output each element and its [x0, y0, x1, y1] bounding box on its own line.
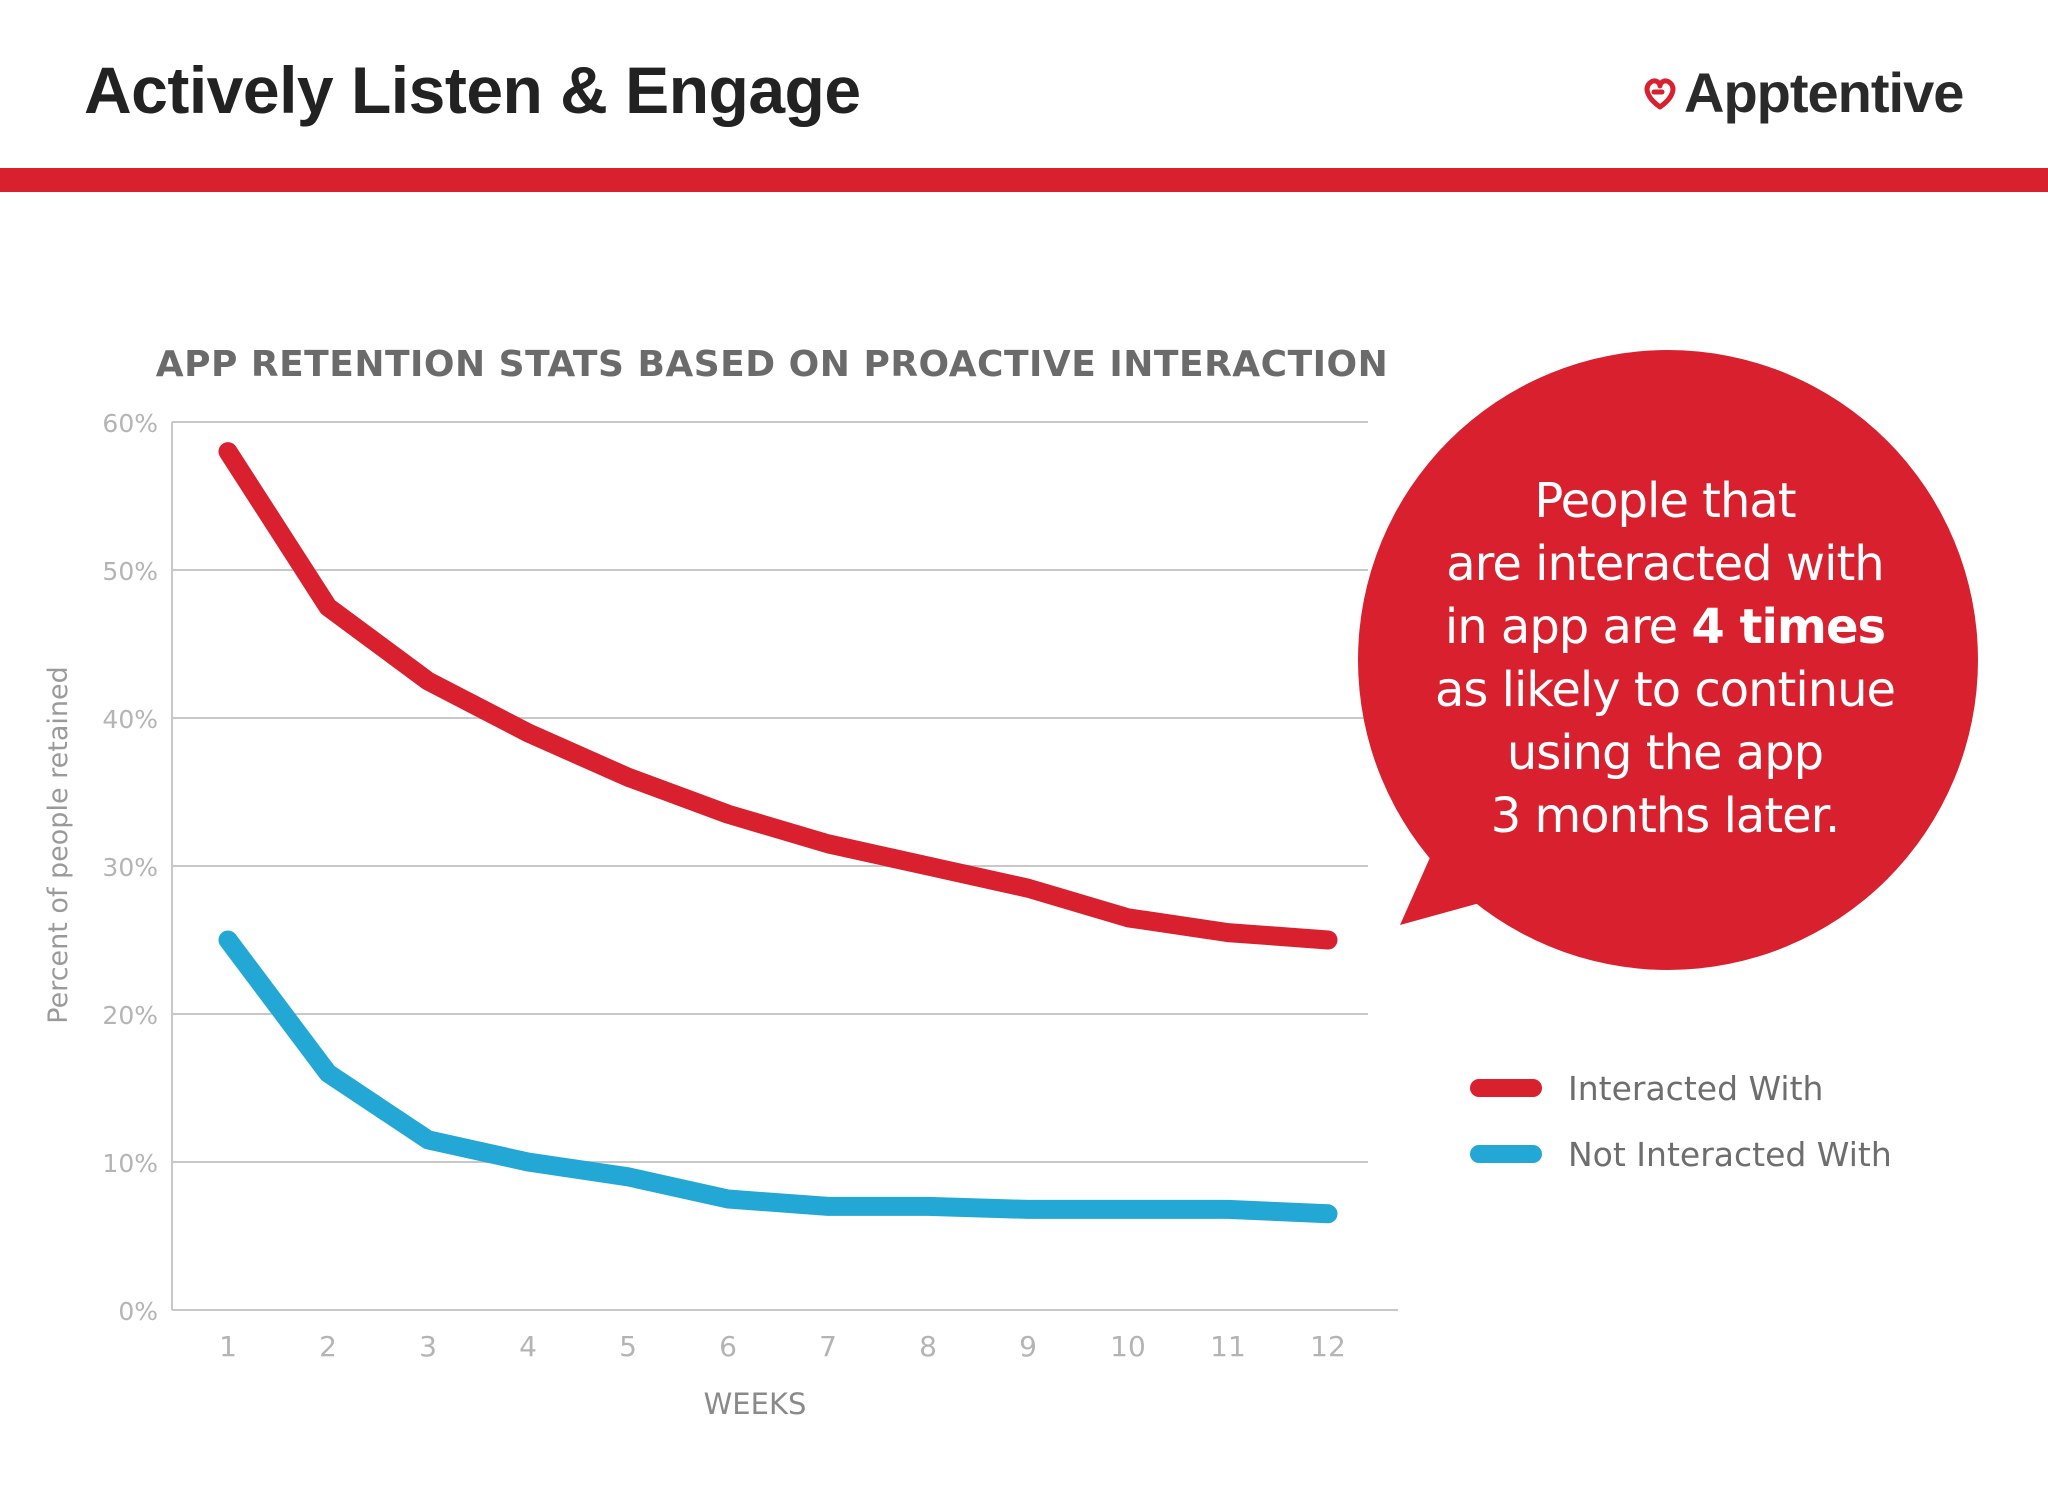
- y-tick-label: 10%: [102, 1149, 158, 1178]
- x-axis-label: WEEKS: [704, 1387, 807, 1421]
- callout-emphasis: 4 times: [1691, 599, 1886, 655]
- x-tick-label: 12: [1310, 1330, 1346, 1363]
- callout-pointer: [1400, 835, 1545, 925]
- callout-line: as likely to continue: [1434, 662, 1896, 718]
- x-tick-label: 11: [1210, 1330, 1246, 1363]
- y-tick-label: 50%: [102, 557, 158, 586]
- y-tick-label: 60%: [102, 409, 158, 438]
- callout-line: using the app: [1506, 725, 1824, 781]
- apptentive-logo: Apptentive: [1640, 60, 1964, 125]
- legend-swatch-not-interacted: [1470, 1145, 1542, 1163]
- chart-legend: Interacted With Not Interacted With: [1470, 1055, 1892, 1187]
- legend-item-interacted: Interacted With: [1470, 1055, 1892, 1121]
- chart-title: APP RETENTION STATS BASED ON PROACTIVE I…: [156, 344, 1389, 385]
- callout-line: People that: [1534, 473, 1796, 529]
- x-tick-label: 7: [819, 1330, 837, 1363]
- callout-line-prefix: in app are: [1444, 599, 1692, 655]
- x-tick-label: 9: [1019, 1330, 1037, 1363]
- x-tick-label: 1: [219, 1330, 237, 1363]
- callout-line: are interacted with: [1446, 536, 1884, 592]
- x-tick-label: 4: [519, 1330, 537, 1363]
- header-rule: [0, 168, 2048, 192]
- x-tick-label: 10: [1110, 1330, 1146, 1363]
- y-tick-label: 40%: [102, 705, 158, 734]
- x-tick-label: 2: [319, 1330, 337, 1363]
- legend-item-not-interacted: Not Interacted With: [1470, 1121, 1892, 1187]
- brand-name: Apptentive: [1684, 61, 1964, 124]
- apptentive-heart-icon: [1644, 77, 1676, 109]
- callout-text: People that are interacted with in app a…: [1405, 470, 1925, 848]
- legend-swatch-interacted: [1470, 1079, 1542, 1097]
- callout-bubble: [1358, 350, 1978, 970]
- x-tick-label: 6: [719, 1330, 737, 1363]
- x-tick-label: 8: [919, 1330, 937, 1363]
- x-tick-label: 3: [419, 1330, 437, 1363]
- callout-line: 3 months later.: [1490, 788, 1841, 844]
- slide-title: Actively Listen & Engage: [84, 53, 861, 127]
- series-line-not-interacted: [218, 930, 1338, 1224]
- legend-label-not-interacted: Not Interacted With: [1568, 1134, 1892, 1174]
- y-axis-label: Percent of people retained: [43, 666, 74, 1024]
- y-tick-label: 0%: [118, 1297, 158, 1326]
- legend-label-interacted: Interacted With: [1568, 1068, 1824, 1108]
- x-tick-label: 5: [619, 1330, 637, 1363]
- y-tick-label: 30%: [102, 853, 158, 882]
- series-line-interacted: [218, 442, 1338, 950]
- y-tick-label: 20%: [102, 1001, 158, 1030]
- callout-line: in app are 4 times: [1405, 596, 1925, 659]
